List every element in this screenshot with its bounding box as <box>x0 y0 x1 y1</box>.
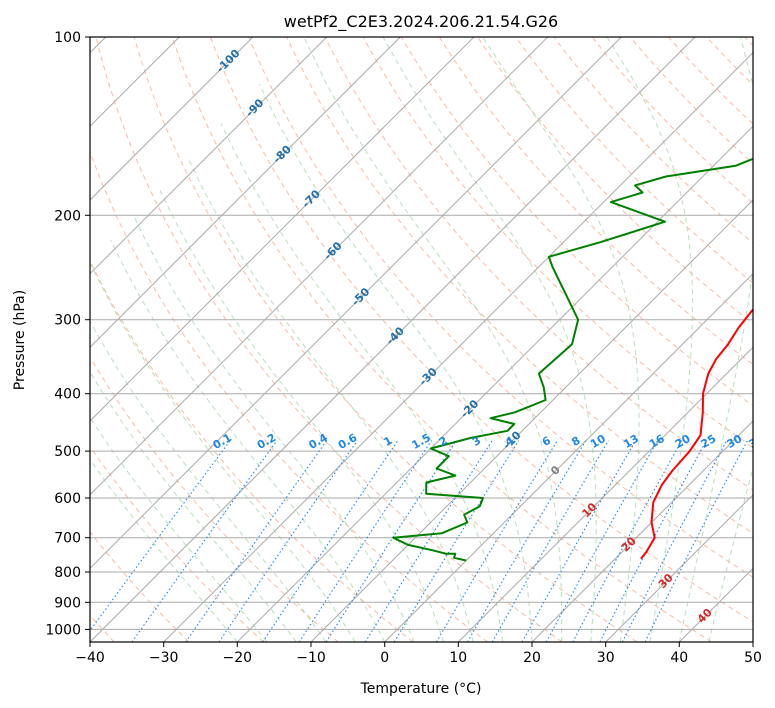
y-tick-label: 400 <box>54 387 81 403</box>
moist-adiabat-line <box>90 320 327 642</box>
x-tick-label: −20 <box>223 650 253 666</box>
mixing-ratio-lines <box>90 440 748 642</box>
y-tick-label: 100 <box>54 30 81 46</box>
isotherm-line <box>90 37 696 642</box>
mixing-ratio-line <box>90 440 231 632</box>
isotherm-line <box>90 37 475 422</box>
dry-adiabat-line <box>248 37 753 578</box>
x-axis-label: Temperature (°C) <box>360 681 482 697</box>
data-series <box>392 157 753 562</box>
x-tick-label: −40 <box>75 650 105 666</box>
plot-area: -100-90-80-70-60-50-40-30-20-10010203040… <box>90 37 767 642</box>
mixing-ratio-line <box>131 440 278 642</box>
isotherm-line <box>531 420 753 642</box>
dry-adiabat-line <box>324 37 753 491</box>
y-tick-label: 700 <box>54 531 81 547</box>
isotherm-line <box>90 37 401 349</box>
y-tick-label: 200 <box>54 208 81 224</box>
plot-frame <box>89 36 754 643</box>
mixing-ratio-line <box>298 440 432 642</box>
moist-adiabat-line <box>90 261 356 642</box>
isotherm-line <box>605 493 753 642</box>
dry-adiabat-line <box>210 37 753 623</box>
mixing-ratio-line <box>185 440 328 642</box>
mixing-ratio-line <box>467 440 587 642</box>
mixing-ratio-line <box>545 440 659 642</box>
moist-adiabat-line <box>90 416 268 642</box>
isotherm-line <box>90 37 254 201</box>
mixing-ratio-line <box>435 440 558 642</box>
isotherm-line <box>384 272 753 642</box>
dry-adiabat-line <box>90 356 339 642</box>
isotherm-line <box>90 37 549 496</box>
isotherm-line <box>90 37 622 570</box>
dry-adiabat-line <box>286 37 753 534</box>
y-tick-label: 300 <box>54 313 81 329</box>
x-tick-label: −10 <box>296 650 326 666</box>
mixing-ratio-line <box>262 440 399 642</box>
dry-adiabat-line <box>90 259 414 642</box>
moist-adiabat-line <box>90 370 297 642</box>
moist-adiabat-line <box>133 215 415 642</box>
isotherm-line <box>457 346 753 642</box>
mixing-ratio-label: 36 <box>747 432 767 451</box>
x-tick-label: 40 <box>670 650 688 666</box>
y-tick-label: 500 <box>54 444 81 460</box>
isotherms <box>90 37 753 642</box>
x-tick-label: −30 <box>149 650 179 666</box>
mixing-ratio-line <box>521 440 637 642</box>
y-tick-label: 1000 <box>45 622 81 638</box>
isotherm-line <box>163 51 753 642</box>
temperature-profile-line <box>640 308 753 560</box>
x-tick-label: 10 <box>449 650 467 666</box>
mixing-ratio-line <box>572 440 683 642</box>
mixing-ratio-line <box>364 440 493 642</box>
x-tick-label: 0 <box>380 650 389 666</box>
dry-adiabat-line <box>95 37 563 642</box>
isotherm-line <box>90 37 328 275</box>
moist-adiabat-line <box>258 83 533 642</box>
y-axis-ticks: 100 200 300 400 500 600 700 800 900 1000 <box>45 30 90 638</box>
mixing-ratio-line <box>491 440 609 642</box>
moist-adiabat-line <box>110 239 386 642</box>
mixing-ratio-line <box>644 440 748 642</box>
isotherm-line <box>236 125 753 642</box>
y-tick-label: 600 <box>54 491 81 507</box>
dry-adiabat-line <box>133 37 638 642</box>
x-tick-label: 50 <box>744 650 762 666</box>
moist-adiabat-line <box>187 157 474 642</box>
moist-adiabat-line <box>90 458 238 642</box>
moist-adiabat-line <box>158 187 445 642</box>
x-tick-label: 30 <box>597 650 615 666</box>
mixing-ratio-line <box>393 440 520 642</box>
y-axis-label: Pressure (hPa) <box>12 290 28 390</box>
y-tick-label: 900 <box>54 595 81 611</box>
dry-adiabat-line <box>438 37 753 366</box>
isotherm-line <box>310 199 753 642</box>
dry-adiabat-line <box>90 531 190 642</box>
x-tick-label: 20 <box>523 650 541 666</box>
x-axis-ticks: −40 −30 −20 −10 0 10 20 30 40 50 <box>75 642 762 666</box>
dewpoint-profile-line <box>392 157 753 562</box>
chart-title: wetPf2_C2E3.2024.206.21.54.G26 <box>284 12 558 32</box>
dry-adiabat-line <box>400 37 753 407</box>
y-tick-label: 800 <box>54 565 81 581</box>
